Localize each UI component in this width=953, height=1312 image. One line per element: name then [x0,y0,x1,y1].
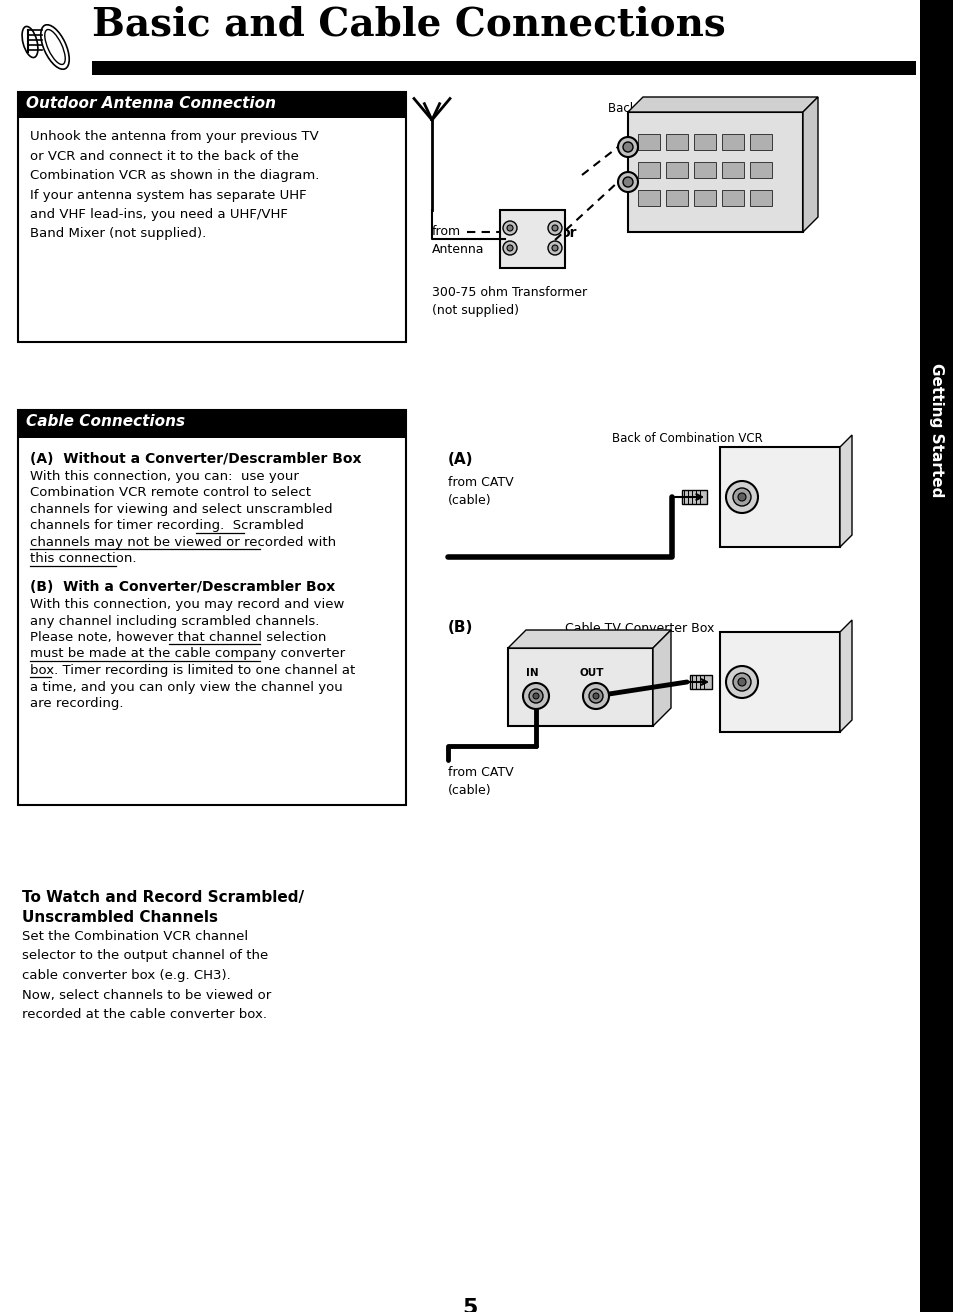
Bar [665,134,687,150]
Text: (B): (B) [448,621,473,635]
Polygon shape [840,436,851,547]
Text: Please note, however that channel selection: Please note, however that channel select… [30,631,326,644]
Bar [665,190,687,206]
Text: or: or [559,226,576,240]
Circle shape [732,488,750,506]
Circle shape [522,684,548,708]
Circle shape [622,177,633,188]
Text: a time, and you can only view the channel you: a time, and you can only view the channe… [30,681,342,694]
Circle shape [533,693,538,699]
Bar [18,92,406,118]
Text: 5: 5 [462,1298,477,1312]
Bar [18,92,406,342]
Circle shape [529,689,542,703]
Polygon shape [720,447,840,547]
Polygon shape [652,630,670,726]
Circle shape [588,689,602,703]
Circle shape [506,224,513,231]
Text: this connection.: this connection. [30,552,136,565]
Bar [507,648,652,726]
Text: (A)  Without a Converter/Descrambler Box: (A) Without a Converter/Descrambler Box [30,453,361,466]
Text: IN: IN [525,668,538,678]
Text: Basic and Cable Connections: Basic and Cable Connections [91,5,725,43]
Circle shape [552,245,558,251]
Bar [18,409,406,806]
Text: Cable Connections: Cable Connections [26,415,185,429]
Circle shape [618,172,638,192]
Text: must be made at the cable company converter: must be made at the cable company conver… [30,648,345,660]
Bar [693,190,716,206]
Polygon shape [720,632,840,732]
Bar [693,161,716,178]
Text: To Watch and Record Scrambled/
Unscrambled Channels: To Watch and Record Scrambled/ Unscrambl… [22,890,304,925]
Text: from CATV
(cable): from CATV (cable) [448,766,513,796]
Bar [689,674,711,689]
Text: box. Timer recording is limited to one channel at: box. Timer recording is limited to one c… [30,664,355,677]
Polygon shape [627,97,817,112]
Circle shape [622,142,633,152]
Circle shape [732,673,750,691]
Circle shape [506,245,513,251]
Circle shape [738,678,745,686]
Circle shape [593,693,598,699]
Text: from
Antenna: from Antenna [432,224,484,256]
Bar [749,161,771,178]
Bar [638,161,659,178]
Bar [721,190,743,206]
Bar [749,134,771,150]
Text: Back of Combination VCR: Back of Combination VCR [607,102,758,115]
Bar [91,60,915,75]
Bar [18,409,406,438]
Bar [499,210,564,268]
Polygon shape [840,621,851,732]
Bar [919,0,953,1312]
Text: Set the Combination VCR channel
selector to the output channel of the
cable conv: Set the Combination VCR channel selector… [22,930,271,1021]
Bar [638,134,659,150]
Text: Cable TV Converter Box: Cable TV Converter Box [564,622,714,635]
Bar [721,134,743,150]
Circle shape [502,220,517,235]
Circle shape [547,241,561,255]
Text: Combination VCR remote control to select: Combination VCR remote control to select [30,487,311,500]
Text: (A): (A) [448,453,473,467]
Circle shape [502,241,517,255]
Circle shape [618,136,638,157]
Polygon shape [507,630,670,648]
Circle shape [552,224,558,231]
Bar [638,190,659,206]
Text: With this connection, you may record and view: With this connection, you may record and… [30,598,344,611]
Circle shape [725,482,758,513]
Bar [665,161,687,178]
Text: Back of Combination VCR: Back of Combination VCR [612,432,762,445]
Text: OUT: OUT [579,668,604,678]
Text: are recording.: are recording. [30,697,123,710]
Circle shape [582,684,608,708]
Text: any channel including scrambled channels.: any channel including scrambled channels… [30,614,319,627]
Text: channels for viewing and select unscrambled: channels for viewing and select unscramb… [30,502,333,516]
Circle shape [738,493,745,501]
Bar [681,489,706,504]
Circle shape [725,666,758,698]
Ellipse shape [41,25,70,70]
Polygon shape [627,112,802,232]
Bar [721,161,743,178]
Text: Outdoor Antenna Connection: Outdoor Antenna Connection [26,96,275,112]
Ellipse shape [22,26,38,58]
Text: With this connection, you can:  use your: With this connection, you can: use your [30,470,298,483]
Text: (B)  With a Converter/Descrambler Box: (B) With a Converter/Descrambler Box [30,580,335,594]
Bar [749,190,771,206]
Text: 300-75 ohm Transformer
(not supplied): 300-75 ohm Transformer (not supplied) [432,286,586,318]
Text: from CATV
(cable): from CATV (cable) [448,476,513,506]
Text: Unhook the antenna from your previous TV
or VCR and connect it to the back of th: Unhook the antenna from your previous TV… [30,130,319,240]
Circle shape [547,220,561,235]
Text: channels may not be viewed or recorded with: channels may not be viewed or recorded w… [30,537,335,548]
Bar [693,134,716,150]
Polygon shape [802,97,817,232]
Text: channels for timer recording.  Scrambled: channels for timer recording. Scrambled [30,520,304,533]
Text: Getting Started: Getting Started [928,363,943,497]
